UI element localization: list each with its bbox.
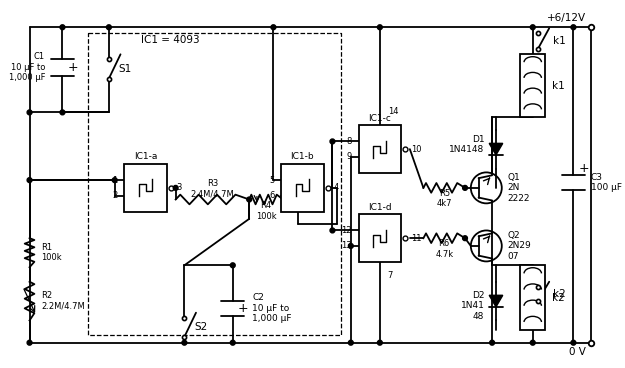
Text: R1
100k: R1 100k bbox=[41, 243, 62, 262]
Text: 1: 1 bbox=[112, 176, 118, 185]
Circle shape bbox=[330, 139, 335, 144]
Circle shape bbox=[27, 178, 32, 183]
Circle shape bbox=[106, 25, 111, 30]
Text: D1
1N4148: D1 1N4148 bbox=[449, 135, 484, 154]
Text: 0 V: 0 V bbox=[569, 347, 586, 357]
Circle shape bbox=[531, 25, 535, 30]
Text: 10: 10 bbox=[411, 145, 421, 154]
Circle shape bbox=[182, 340, 187, 345]
Text: +: + bbox=[238, 302, 248, 315]
Circle shape bbox=[231, 263, 235, 268]
Text: S1: S1 bbox=[119, 64, 132, 74]
Circle shape bbox=[271, 25, 276, 30]
Text: C1
10 μF to
1,000 μF: C1 10 μF to 1,000 μF bbox=[9, 53, 45, 82]
Text: 6: 6 bbox=[269, 191, 274, 200]
Text: 8: 8 bbox=[346, 137, 352, 146]
Text: 13: 13 bbox=[341, 241, 352, 251]
Circle shape bbox=[247, 197, 252, 202]
Text: 4: 4 bbox=[333, 183, 339, 192]
Bar bbox=[359, 125, 401, 173]
Polygon shape bbox=[489, 295, 502, 307]
Circle shape bbox=[531, 340, 535, 345]
Text: k2: k2 bbox=[553, 289, 566, 299]
Text: R2
2.2M/4.7M: R2 2.2M/4.7M bbox=[41, 291, 85, 311]
Circle shape bbox=[571, 340, 576, 345]
Circle shape bbox=[173, 185, 178, 190]
Text: 11: 11 bbox=[411, 234, 421, 243]
Text: +: + bbox=[578, 162, 589, 175]
Circle shape bbox=[112, 178, 117, 183]
Text: 12: 12 bbox=[341, 226, 352, 235]
Circle shape bbox=[231, 340, 235, 345]
Circle shape bbox=[378, 340, 382, 345]
Text: Q1
2N
2222: Q1 2N 2222 bbox=[508, 173, 530, 203]
Text: 2: 2 bbox=[112, 191, 118, 200]
Circle shape bbox=[571, 25, 576, 30]
Text: IC1-a: IC1-a bbox=[134, 152, 158, 162]
Text: Q2
2N29
07: Q2 2N29 07 bbox=[508, 231, 531, 261]
Text: C2
10 μF to
1,000 μF: C2 10 μF to 1,000 μF bbox=[252, 293, 292, 323]
Text: S2: S2 bbox=[194, 322, 208, 332]
Text: k2: k2 bbox=[552, 293, 565, 303]
Bar bbox=[520, 54, 546, 117]
Circle shape bbox=[330, 228, 335, 233]
Circle shape bbox=[348, 340, 353, 345]
Circle shape bbox=[27, 340, 32, 345]
Text: R6
4.7k: R6 4.7k bbox=[435, 239, 453, 259]
Circle shape bbox=[27, 110, 32, 115]
Text: k1: k1 bbox=[553, 36, 566, 46]
Text: 5: 5 bbox=[269, 176, 274, 185]
Circle shape bbox=[60, 110, 65, 115]
Text: R5
4k7: R5 4k7 bbox=[436, 189, 452, 208]
Bar bbox=[124, 164, 167, 212]
Text: k1: k1 bbox=[552, 81, 565, 91]
Bar bbox=[520, 265, 546, 330]
Text: IC1-d: IC1-d bbox=[368, 203, 392, 212]
Text: 14: 14 bbox=[388, 107, 398, 116]
Text: 3: 3 bbox=[177, 183, 182, 192]
Polygon shape bbox=[489, 144, 502, 155]
Circle shape bbox=[348, 244, 353, 248]
Circle shape bbox=[462, 236, 468, 241]
Bar bbox=[359, 214, 401, 262]
Text: +6/12V: +6/12V bbox=[547, 13, 586, 22]
Text: R3
2.4M/4.7M: R3 2.4M/4.7M bbox=[191, 179, 234, 199]
Text: R4
100k: R4 100k bbox=[256, 201, 276, 221]
Text: IC1-c: IC1-c bbox=[368, 114, 391, 123]
Circle shape bbox=[378, 25, 382, 30]
Text: 7: 7 bbox=[388, 272, 393, 280]
Text: C3
100 μF: C3 100 μF bbox=[591, 173, 622, 192]
Text: 9: 9 bbox=[346, 152, 352, 162]
Bar bbox=[281, 164, 324, 212]
Circle shape bbox=[60, 25, 65, 30]
Text: D2
1N41
48: D2 1N41 48 bbox=[461, 291, 484, 321]
Text: IC1-b: IC1-b bbox=[291, 152, 314, 162]
Text: +: + bbox=[68, 61, 78, 74]
Circle shape bbox=[489, 340, 494, 345]
Text: IC1 = 4093: IC1 = 4093 bbox=[141, 35, 199, 45]
Circle shape bbox=[462, 185, 468, 190]
